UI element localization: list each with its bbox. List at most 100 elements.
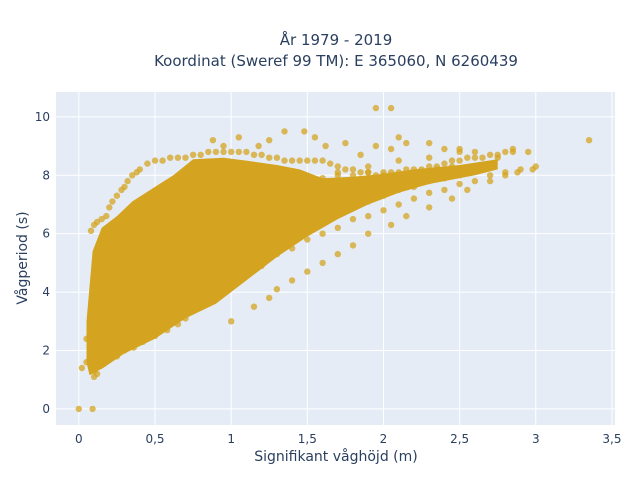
data-point [327,186,334,194]
data-point [151,332,159,340]
data-point [87,227,95,234]
data-point [103,212,110,220]
data-point [228,274,235,281]
data-point [121,294,128,302]
data-point [426,189,433,196]
data-point [167,297,174,305]
data-point [471,154,479,161]
data-point [106,356,113,363]
data-point [151,157,159,164]
data-point [209,137,217,144]
data-point [357,151,364,158]
data-point [319,218,326,226]
data-point [395,169,402,176]
data-point [243,148,250,156]
data-point [250,303,258,310]
data-point [106,204,113,211]
data-point [327,160,334,167]
data-point [258,151,265,158]
data-point [75,405,83,413]
data-point [121,288,128,296]
data-point [372,177,380,185]
data-point [441,145,448,153]
data-point [144,224,151,231]
data-point [288,245,296,252]
x-tick-labels: 0 0,5 1 1,5 2 2,5 3 3,5 [75,432,621,446]
data-point [273,198,281,205]
data-points [75,104,593,413]
data-point [365,198,372,205]
data-point [129,172,136,179]
data-point [380,169,387,176]
data-point [304,157,311,164]
data-point [433,166,440,173]
data-point [464,154,471,161]
data-point [151,259,159,267]
data-point [182,154,189,161]
data-point [296,157,303,164]
data-point [258,201,265,208]
data-point [228,262,235,269]
data-point [304,175,311,182]
data-point [235,212,242,220]
x-tick-label: 0 [75,432,83,446]
data-point [334,210,341,217]
data-point [136,166,143,173]
data-point [220,142,227,150]
data-point [266,294,273,302]
data-point [387,104,395,112]
data-point [212,210,220,217]
data-point [93,361,101,369]
y-tick-label: 0 [42,402,50,416]
data-point [529,166,536,173]
data-point [502,148,509,156]
data-point [174,154,182,161]
data-point [349,172,357,179]
data-point [139,338,146,345]
data-point [273,239,281,246]
data-point [395,186,402,194]
data-point [322,142,329,150]
data-point [159,157,166,164]
data-point [319,230,326,237]
data-point [319,175,326,182]
data-point [471,177,479,185]
data-point [121,329,128,337]
data-point [365,169,372,176]
data-point [174,242,182,249]
data-point [349,204,357,211]
data-point [441,160,448,167]
data-point [130,344,137,351]
data-point [98,274,105,281]
data-point [212,271,220,278]
data-point [109,198,116,205]
data-point [486,177,494,185]
data-point [334,163,341,170]
data-point [387,221,395,229]
y-tick-label: 2 [42,344,50,358]
data-point [395,201,402,208]
data-point [403,212,410,220]
data-point [235,134,242,141]
data-point [281,198,288,205]
data-point [121,183,128,191]
data-point [136,318,143,325]
data-point [205,148,212,156]
data-point [151,309,159,316]
y-tick-label: 4 [42,285,50,299]
data-point [410,183,418,191]
data-point [471,148,479,156]
data-point [349,215,357,223]
y-tick-label: 10 [35,110,50,124]
data-point [228,212,235,220]
data-point [182,288,189,296]
data-point [113,353,121,360]
data-point [403,139,410,147]
data-point [426,139,433,147]
data-point [164,326,171,334]
x-tick-label: 3,5 [602,432,621,446]
data-point [418,169,425,176]
data-point [273,154,281,161]
data-point [304,192,311,199]
data-point [197,280,204,287]
